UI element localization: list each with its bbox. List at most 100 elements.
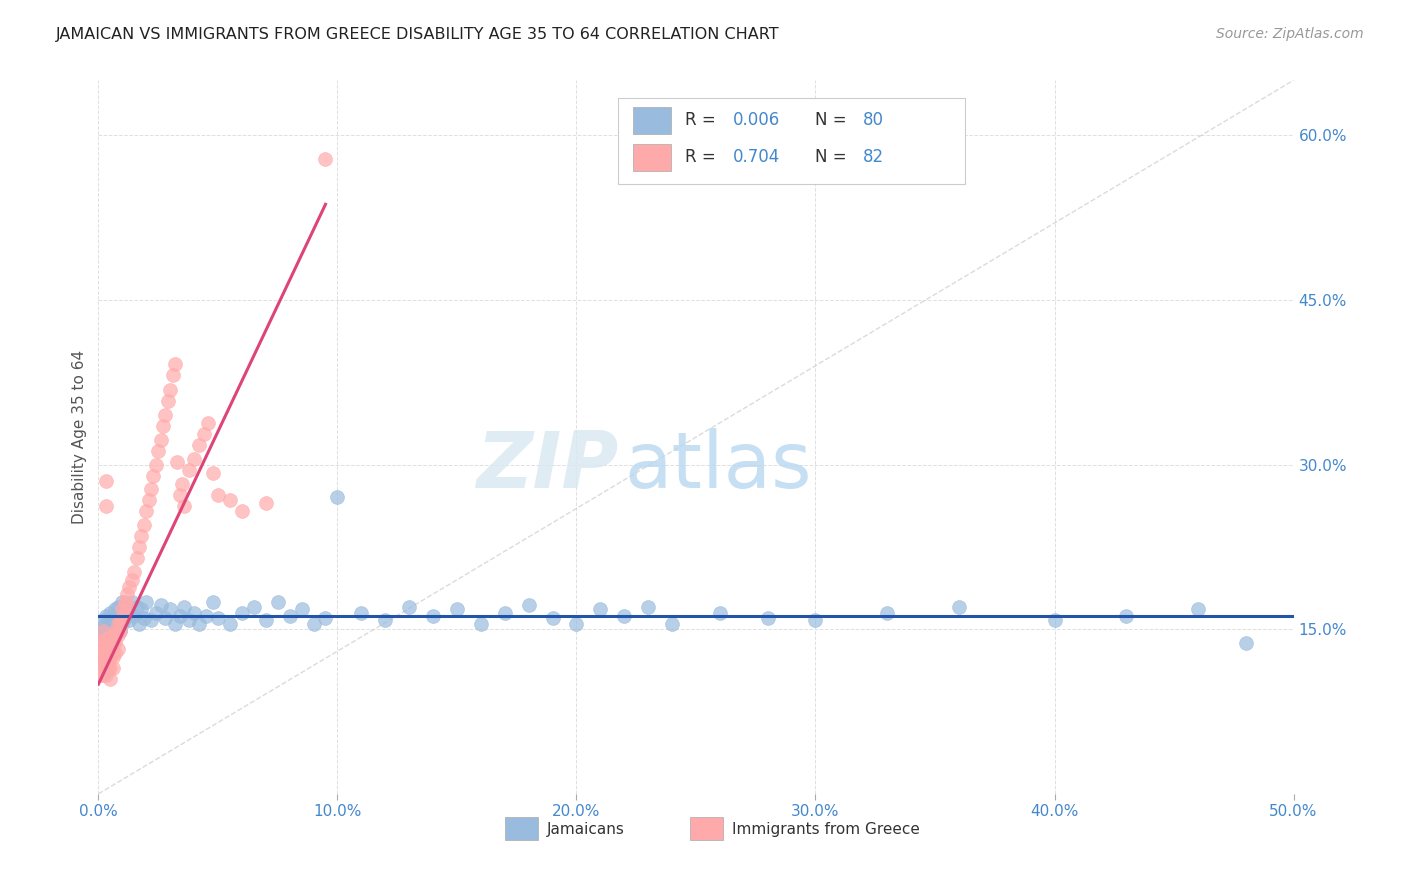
Point [111, 595, 134, 609]
Point [145, 606, 167, 620]
Point [125, 600, 148, 615]
Point [613, 609, 636, 624]
Point [195, 609, 218, 624]
Point [91, 633, 114, 648]
Point [131, 602, 153, 616]
Point [97, 642, 120, 657]
Point [139, 614, 162, 628]
Point [97, 633, 120, 648]
Point [541, 611, 564, 625]
Point [278, 609, 301, 624]
Point [91, 628, 114, 642]
Point [187, 616, 209, 631]
Point [111, 616, 134, 631]
Point [159, 602, 181, 616]
Point [101, 628, 124, 642]
Text: Jamaicans: Jamaicans [547, 822, 624, 837]
Point [152, 419, 174, 434]
Point [1115, 609, 1137, 624]
Point [90, 649, 112, 664]
Point [101, 639, 124, 653]
Text: JAMAICAN VS IMMIGRANTS FROM GREECE DISABILITY AGE 35 TO 64 CORRELATION CHART: JAMAICAN VS IMMIGRANTS FROM GREECE DISAB… [56, 27, 780, 42]
Y-axis label: Disability Age 35 to 64: Disability Age 35 to 64 [72, 350, 87, 524]
Point [155, 611, 177, 625]
Point [94, 657, 117, 672]
Point [149, 434, 172, 448]
Point [118, 581, 141, 595]
Point [97, 660, 120, 674]
Point [148, 444, 170, 458]
Point [94, 664, 117, 678]
Point [90, 668, 112, 682]
Point [219, 616, 242, 631]
Text: N =: N = [815, 112, 852, 129]
Point [91, 649, 114, 664]
Point [254, 496, 277, 510]
Point [139, 482, 162, 496]
Point [315, 611, 337, 625]
Point [91, 642, 114, 657]
Point [114, 606, 136, 620]
Point [104, 628, 127, 642]
Point [104, 624, 127, 639]
Point [179, 463, 201, 477]
Point [94, 500, 117, 514]
Point [114, 611, 136, 625]
Point [876, 606, 898, 620]
Point [163, 616, 186, 631]
Point [637, 600, 659, 615]
Point [1043, 614, 1066, 628]
Point [97, 655, 120, 669]
FancyBboxPatch shape [690, 817, 724, 840]
Point [90, 620, 112, 634]
Point [207, 611, 229, 625]
Point [97, 616, 120, 631]
Point [149, 598, 172, 612]
Point [422, 609, 444, 624]
Point [183, 452, 205, 467]
Point [374, 614, 396, 628]
Point [948, 600, 970, 615]
Point [108, 614, 131, 628]
Point [115, 606, 138, 620]
Point [173, 500, 195, 514]
Point [231, 606, 253, 620]
Point [207, 488, 229, 502]
Point [470, 616, 492, 631]
Point [163, 357, 186, 371]
Point [90, 624, 112, 639]
Point [135, 503, 157, 517]
Point [187, 438, 209, 452]
Point [709, 606, 731, 620]
Point [315, 153, 337, 167]
Point [565, 616, 588, 631]
Point [91, 655, 114, 669]
FancyBboxPatch shape [619, 98, 965, 184]
Text: Source: ZipAtlas.com: Source: ZipAtlas.com [1216, 27, 1364, 41]
Point [91, 624, 114, 639]
Point [124, 565, 146, 579]
Point [101, 635, 124, 649]
Point [90, 657, 112, 672]
Point [197, 416, 219, 430]
Point [91, 614, 114, 628]
Point [111, 602, 134, 616]
Point [162, 368, 184, 382]
Point [589, 602, 612, 616]
Point [326, 491, 349, 505]
Point [111, 614, 134, 628]
Point [131, 529, 153, 543]
Text: N =: N = [815, 148, 852, 166]
Point [219, 492, 242, 507]
Point [107, 628, 129, 642]
Point [243, 600, 266, 615]
Point [94, 631, 117, 645]
Point [155, 408, 177, 422]
Point [94, 609, 117, 624]
Point [97, 631, 120, 645]
Point [1234, 636, 1257, 650]
Point [132, 517, 155, 532]
Point [104, 602, 127, 616]
Point [90, 644, 112, 658]
FancyBboxPatch shape [633, 144, 671, 171]
